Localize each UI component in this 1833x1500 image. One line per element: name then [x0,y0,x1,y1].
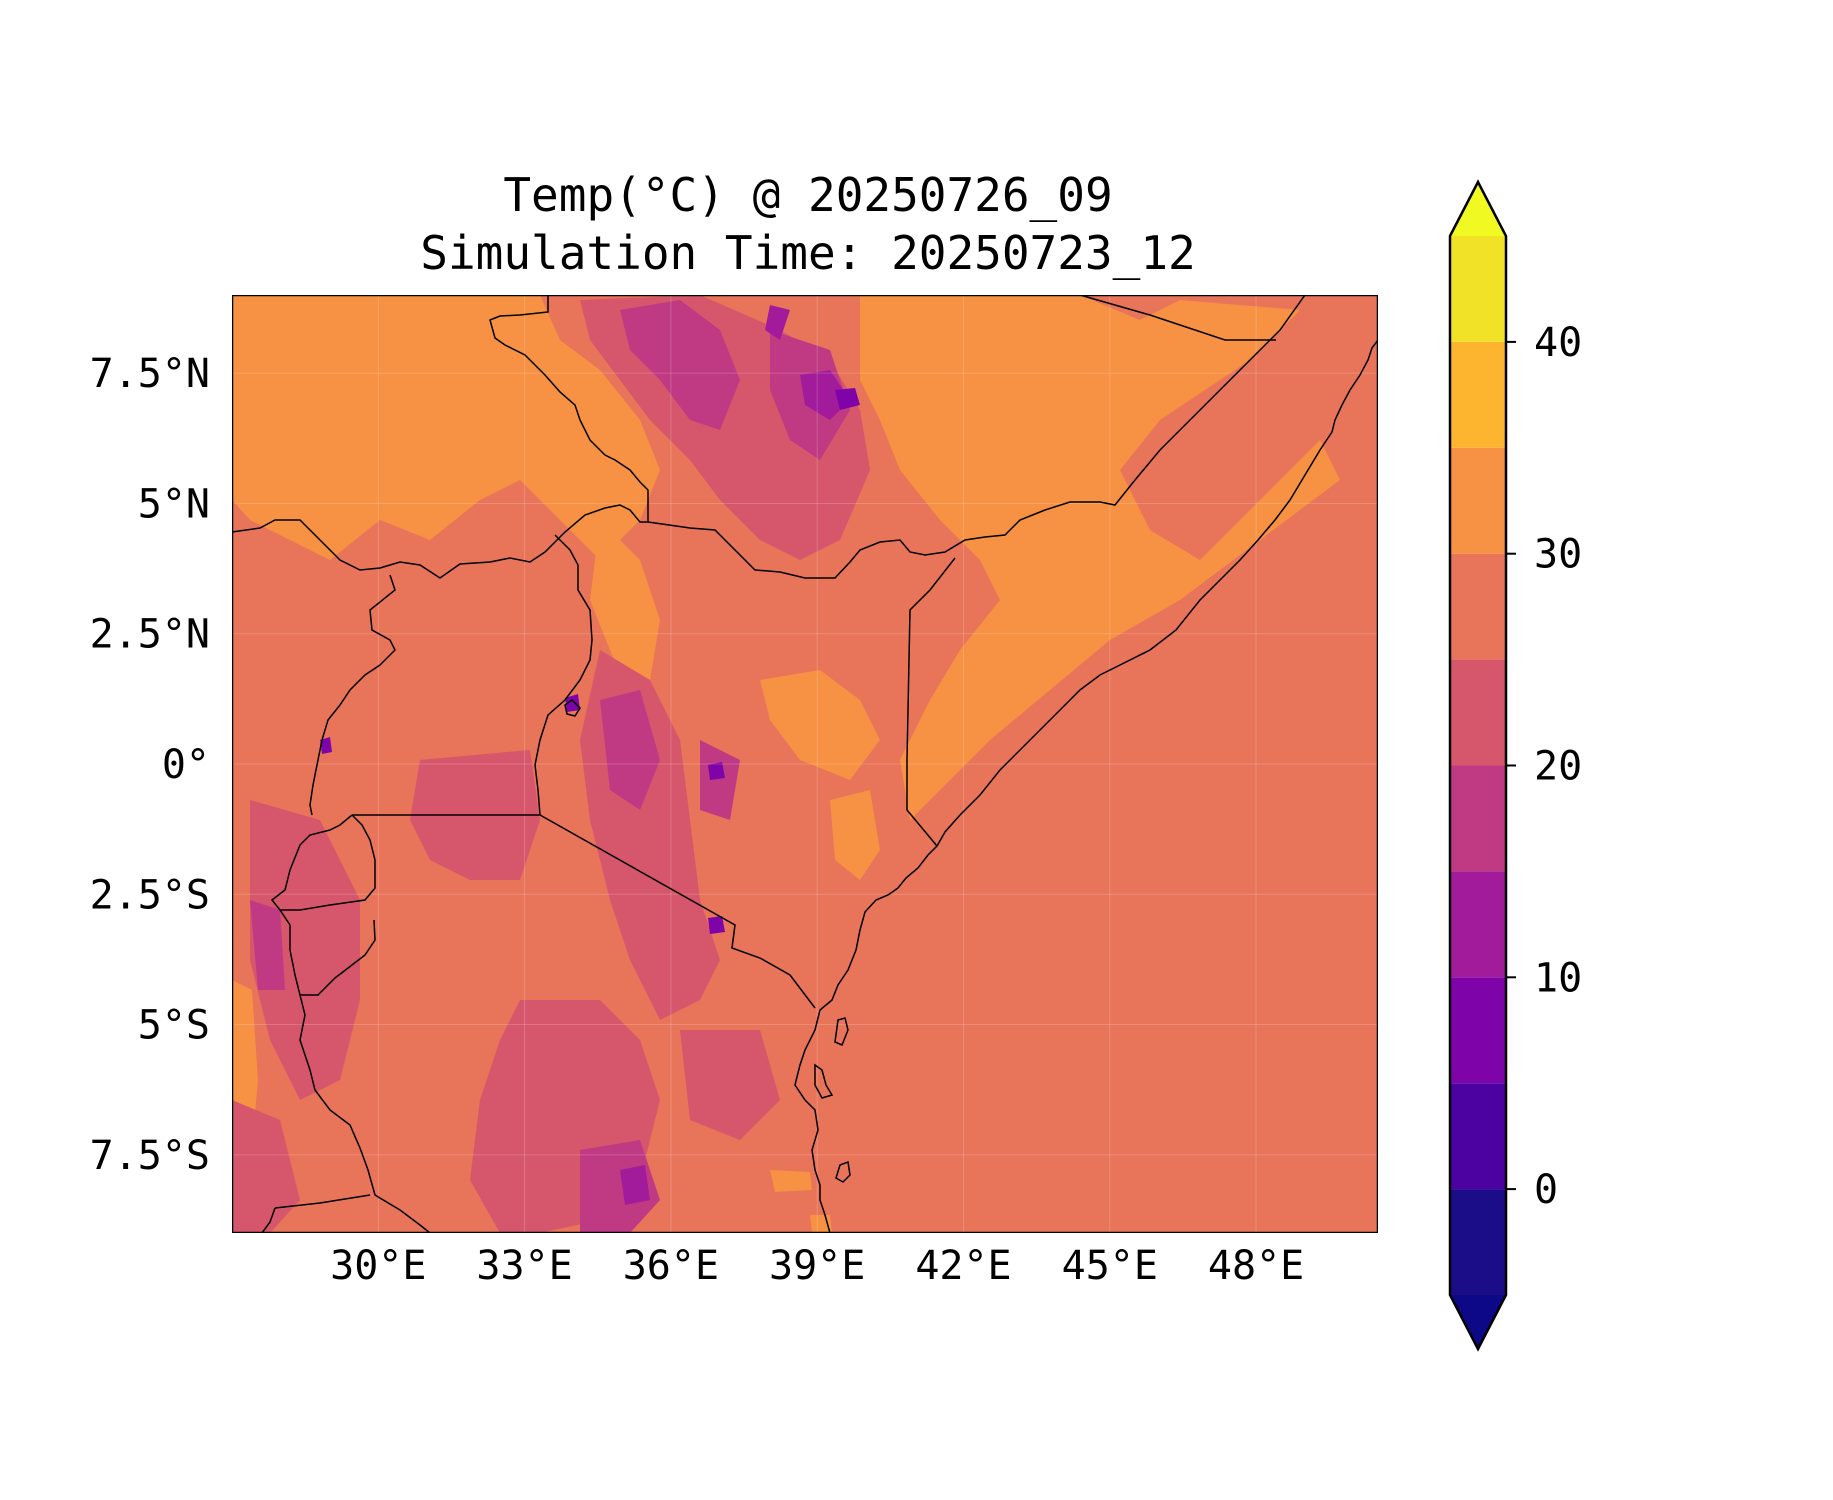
contour-region-30-35 [830,790,880,880]
colorbar-segment [1450,977,1506,1084]
island-outline [814,1063,834,1099]
x-tick-label: 45°E [1062,1243,1158,1289]
contour-region-5-10 [708,762,725,780]
island-outline [835,1160,851,1183]
colorbar-tick-label: 20 [1534,744,1582,790]
border-line [261,1207,276,1233]
contour-region-5-10 [320,737,332,754]
colorbar-segment [1450,1189,1506,1295]
y-tick-label: 7.5°N [90,351,210,397]
border-line [647,295,1306,579]
map-panel [232,295,1378,1233]
y-axis-ticks: 7.5°N 5°N 2.5°N 0° 2.5°S 5°S 7.5°S [90,351,210,1179]
colorbar-tick-label: 10 [1534,955,1582,1001]
y-tick-label: 2.5°N [90,612,210,658]
colorbar-segment [1450,659,1506,766]
contour-region-15-20 [700,740,740,820]
border-line [1079,295,1276,341]
contour-region-5-10 [835,388,860,410]
border-line [352,814,816,1009]
country-borders [232,295,1378,1233]
colorbar-segment [1450,553,1506,660]
contour-region-30-35 [590,520,660,700]
contour-region-15-20 [620,300,740,430]
colorbar-tick-label: 40 [1534,320,1582,366]
gridlines [232,295,1378,1233]
contour-region-30-35 [860,295,1340,820]
contour-region-15-20 [580,1140,660,1233]
colorbar-segment [1450,871,1506,978]
contour-region-5-10 [708,916,725,934]
border-line [906,557,956,847]
colorbar-segment [1450,236,1506,342]
contour-region-5-10 [565,694,580,712]
contour-region-10-15 [765,305,790,340]
border-line [299,994,431,1233]
y-tick-label: 5°S [138,1003,210,1049]
lake-outline [564,699,581,717]
contour-region-30-35 [232,295,660,560]
island-outline [834,1017,849,1046]
y-tick-label: 5°N [138,481,210,527]
contour-region-15-20 [600,690,660,810]
border-line [279,909,376,996]
colorbar: 0 10 20 30 40 [1448,179,1582,1352]
contour-region-30-35 [770,1170,812,1192]
colorbar-tick-label: 30 [1534,532,1582,578]
x-axis-ticks: 30°E 33°E 36°E 39°E 42°E 45°E 48°E [330,1243,1304,1289]
colorbar-under-arrow [1450,1295,1506,1349]
x-tick-label: 36°E [623,1243,719,1289]
colorbar-segment [1450,765,1506,872]
colorbar-segment [1450,447,1506,554]
coastline [794,339,1378,1233]
colorbar-segment [1450,341,1506,448]
contour-region-10-15 [800,370,850,420]
x-tick-label: 48°E [1208,1243,1304,1289]
map-title: Temp(°C) @ 20250726_09 [503,168,1113,222]
x-tick-label: 33°E [476,1243,572,1289]
colorbar-over-arrow [1450,182,1506,236]
colorbar-segment [1450,1083,1506,1190]
contour-region-30-35 [760,670,880,780]
border-line [232,295,649,579]
x-tick-label: 30°E [330,1243,426,1289]
border-line [534,534,593,816]
colorbar-tick-label: 0 [1534,1167,1558,1213]
contour-region-10-15 [620,1165,650,1205]
y-tick-label: 2.5°S [90,872,210,918]
y-tick-label: 0° [162,742,210,788]
y-tick-label: 7.5°S [90,1133,210,1179]
contour-region-15-20 [250,900,285,990]
temperature-field [232,295,1340,1233]
border-line [274,1194,371,1209]
x-tick-label: 42°E [915,1243,1011,1289]
contour-region-20-25 [680,1030,780,1140]
border-line [309,574,396,816]
contour-region-20-25 [250,800,360,1100]
map-subtitle: Simulation Time: 20250723_12 [420,226,1196,280]
x-tick-label: 39°E [769,1243,865,1289]
colorbar-outline [1448,179,1508,1352]
contour-region-20-25 [232,1100,300,1233]
